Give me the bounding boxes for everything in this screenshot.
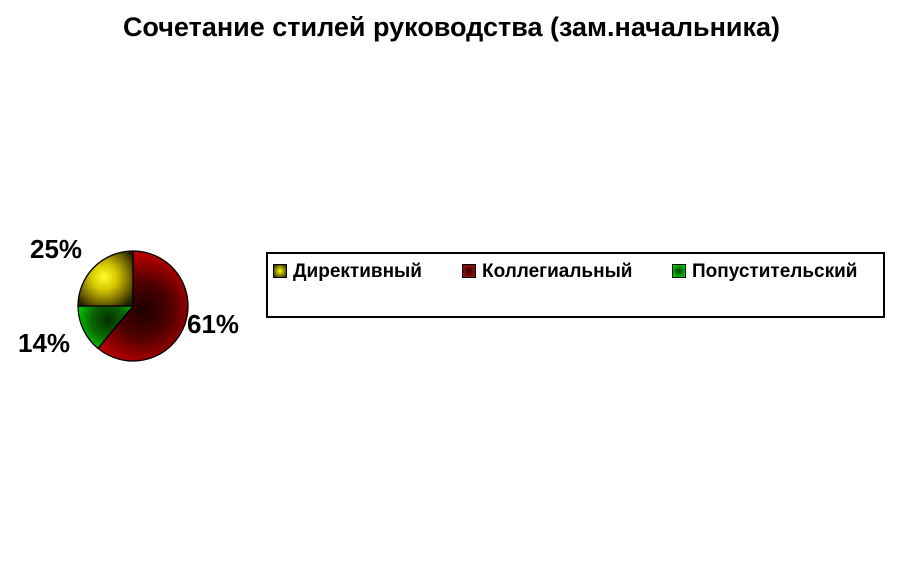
- data-label-popustitelsky: 14%: [18, 328, 71, 358]
- legend-item-kollegialny: Коллегиальный: [462, 261, 632, 282]
- legend-marker-green-icon: [672, 264, 686, 278]
- data-label-kollegialny: 61%: [187, 309, 240, 339]
- legend-label-kollegialny: Коллегиальный: [482, 261, 633, 282]
- chart-title: Сочетание стилей руководства (зам.началь…: [122, 12, 781, 42]
- pie-chart: [77, 250, 189, 362]
- legend-box: Директивный Коллегиальный Попустительски…: [266, 252, 885, 318]
- legend-item-popustitelsky: Попустительский: [672, 261, 860, 282]
- legend-label-popustitelsky: Попустительский: [692, 261, 858, 282]
- legend-marker-red-icon: [462, 264, 476, 278]
- legend-label-direktivny: Директивный: [293, 261, 422, 282]
- legend-item-direktivny: Директивный: [273, 261, 422, 282]
- pie-slice-kollegialny: [97, 250, 189, 362]
- data-label-direktivny: 25%: [30, 234, 83, 264]
- legend-marker-yellow-icon: [273, 264, 287, 278]
- pie-slice-direktivny: [77, 250, 134, 307]
